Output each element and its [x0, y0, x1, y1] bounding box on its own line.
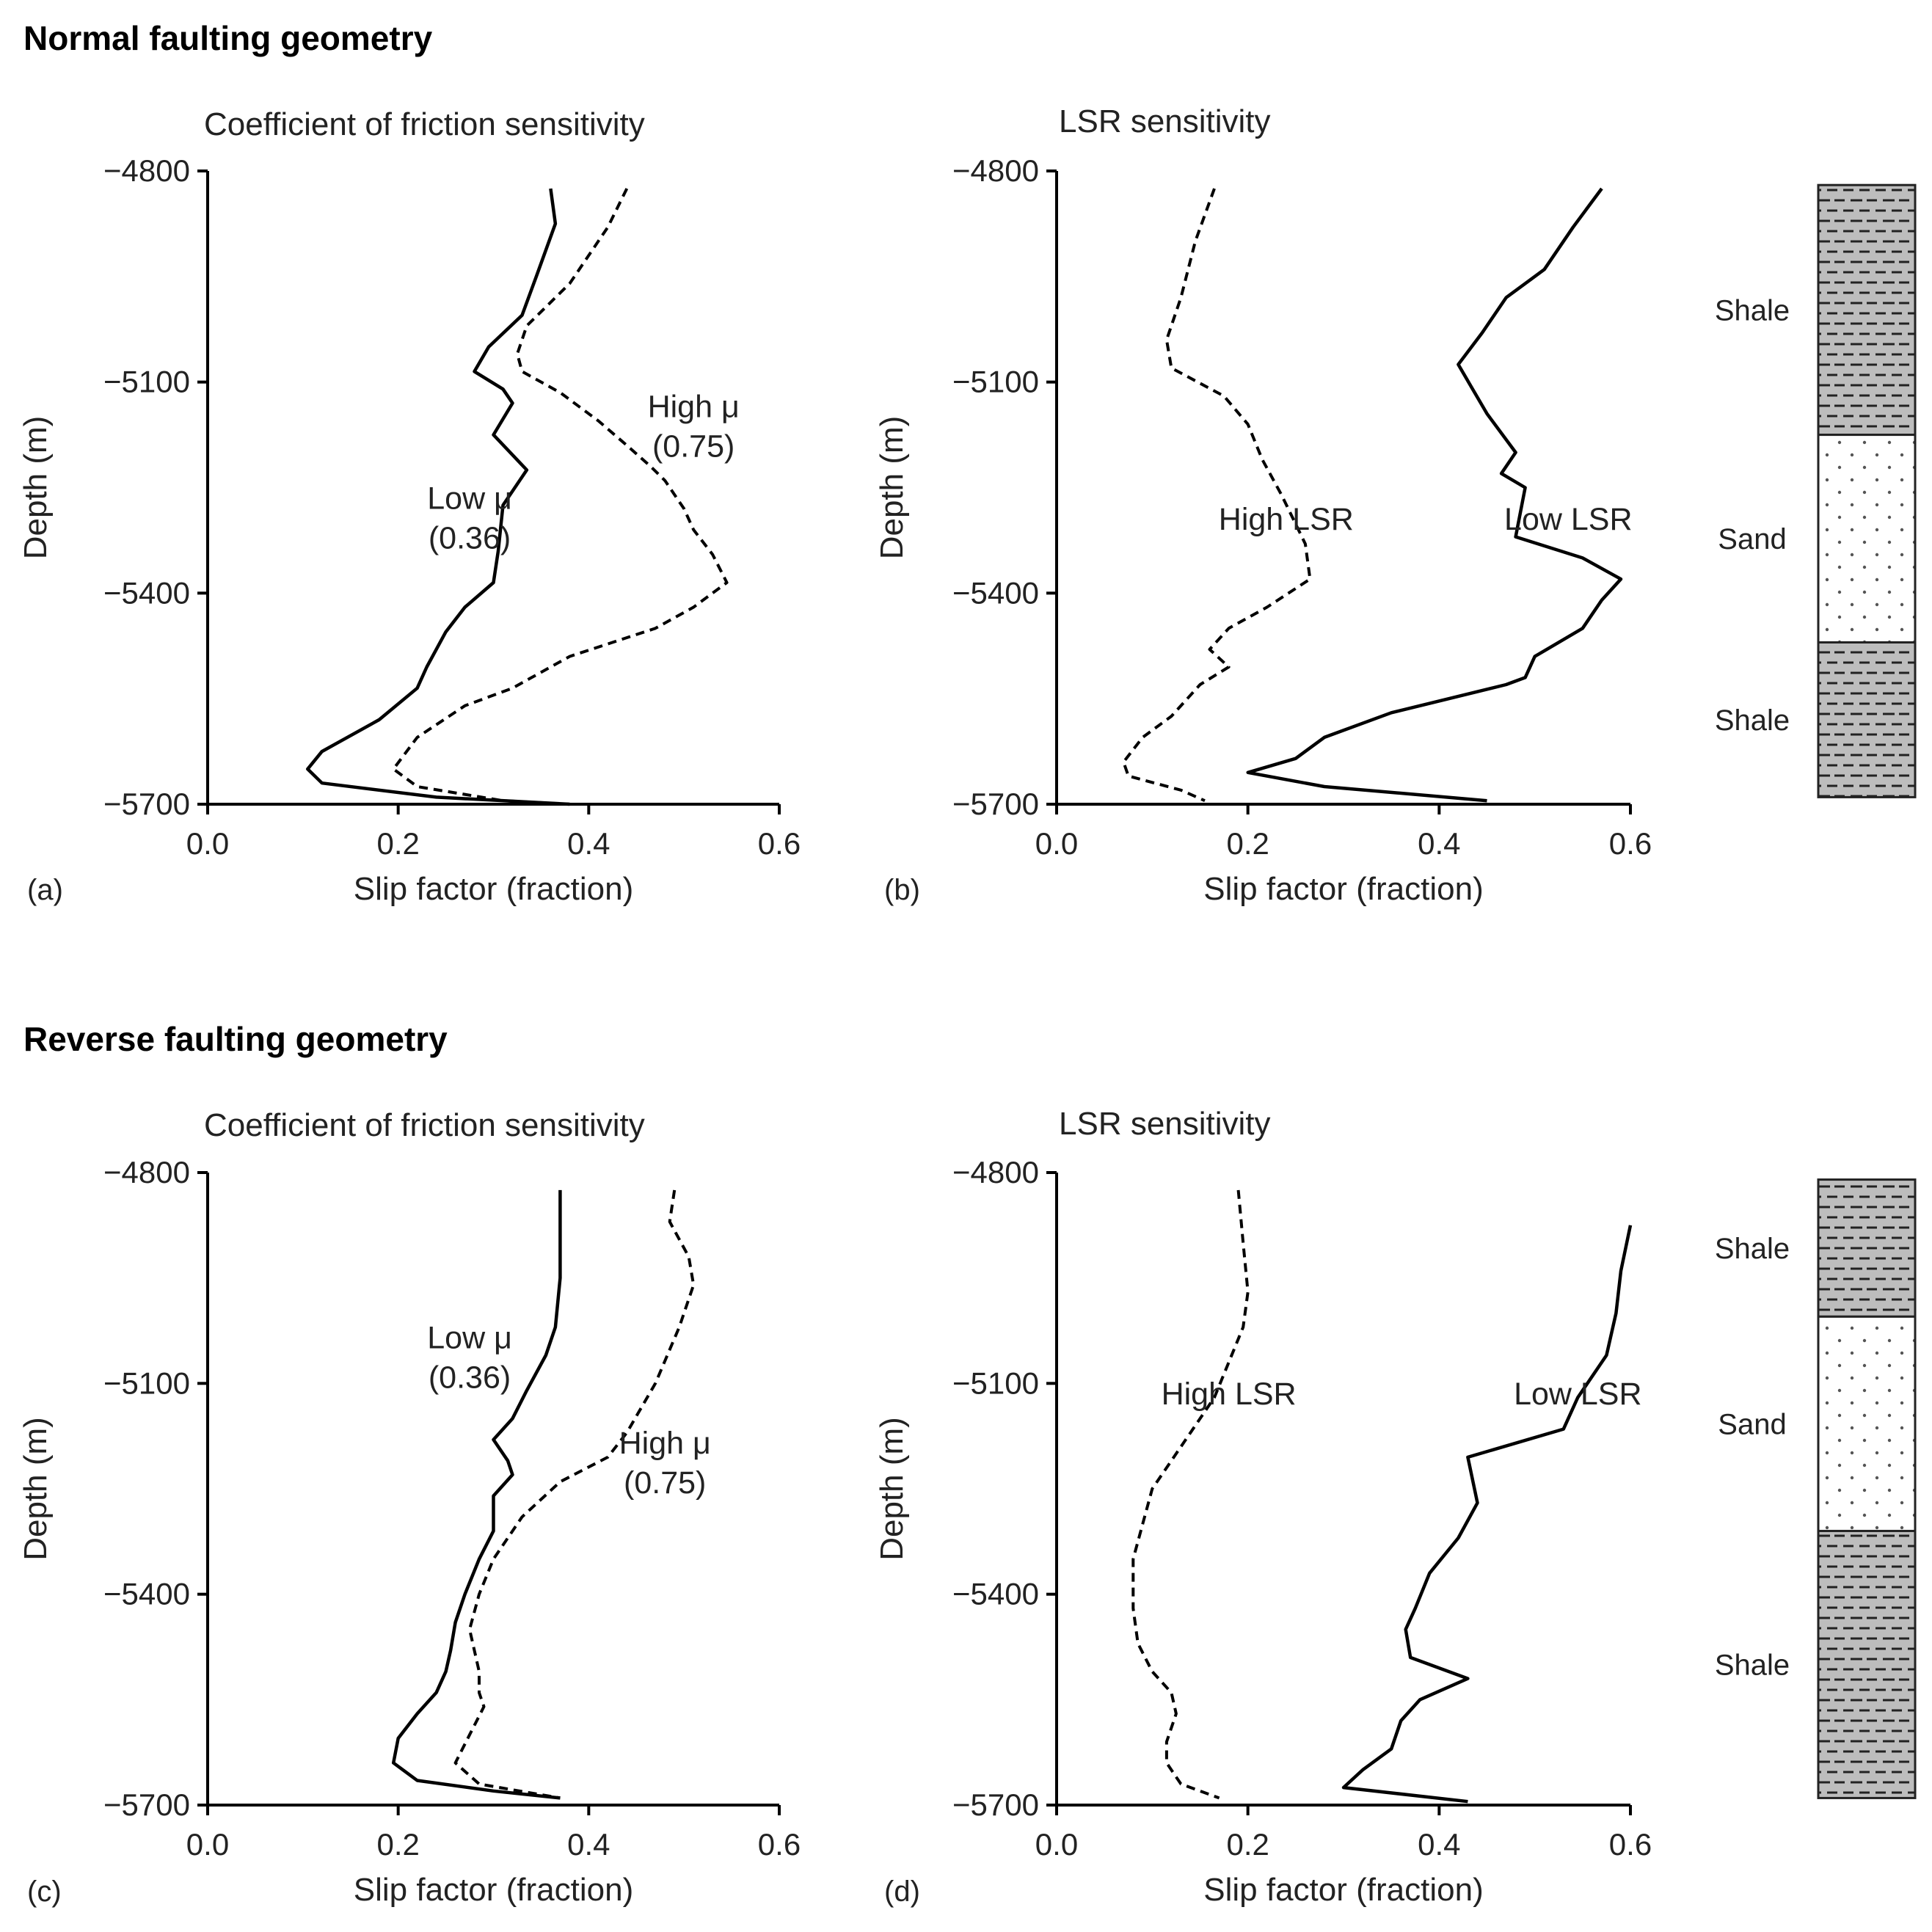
- panel-title: LSR sensitivity: [1059, 1106, 1271, 1142]
- x-tick-label: 0.6: [1609, 826, 1652, 861]
- x-tick-label: 0.4: [1418, 826, 1460, 861]
- x-tick-label: 0.0: [186, 826, 229, 861]
- x-tick-label: 0.4: [567, 1827, 610, 1862]
- x-tick-label: 0.0: [1035, 826, 1078, 861]
- y-axis-label: Depth (m): [874, 416, 910, 560]
- series-line-high-0-75: [392, 188, 729, 806]
- x-tick-label: 0.2: [1226, 1827, 1269, 1862]
- panel-letter: (a): [27, 874, 63, 906]
- sand-unit: [1817, 434, 1917, 644]
- annotation-label: Low LSR: [1514, 1377, 1641, 1412]
- shale-label: Shale: [1715, 1233, 1790, 1265]
- shale-label: Shale: [1715, 1649, 1790, 1681]
- x-tick-label: 0.6: [758, 1827, 801, 1862]
- annotation-label: High LSR: [1162, 1377, 1297, 1412]
- series-line-low-lsr: [1246, 187, 1623, 803]
- panel-title: Coefficient of friction sensitivity: [204, 1107, 645, 1143]
- panel-c: Coefficient of friction sensitivity −4800…: [18, 1107, 801, 1908]
- y-axis-label: Depth (m): [18, 416, 54, 560]
- y-tick-label: −5700: [103, 1787, 190, 1822]
- annotation-label: (0.36): [429, 520, 511, 555]
- shale-unit: [1817, 183, 1917, 437]
- sand-label: Sand: [1718, 523, 1786, 555]
- x-tick-label: 0.0: [186, 1827, 229, 1862]
- y-tick-label: −5400: [103, 575, 190, 610]
- annotation-label: High LSR: [1219, 502, 1354, 537]
- x-tick-label: 0.0: [1035, 1827, 1078, 1862]
- section-title-normal: Normal faulting geometry: [23, 19, 433, 57]
- annotation-label: High μ: [648, 390, 740, 425]
- annotation-label: (0.36): [429, 1360, 511, 1395]
- annotation-label: (0.75): [652, 429, 734, 464]
- shale-label: Shale: [1715, 704, 1790, 737]
- y-tick-label: −4800: [103, 1155, 190, 1189]
- shale-unit: [1817, 1178, 1917, 1318]
- x-tick-label: 0.2: [376, 826, 419, 861]
- y-tick-label: −4800: [103, 153, 190, 188]
- y-tick-label: −5100: [952, 365, 1039, 399]
- x-tick-label: 0.6: [1609, 1827, 1652, 1862]
- panel-a: Coefficient of friction sensitivity −4800…: [18, 106, 801, 907]
- y-tick-label: −5400: [103, 1577, 190, 1611]
- x-tick-label: 0.2: [376, 1827, 419, 1862]
- x-tick-label: 0.6: [758, 826, 801, 861]
- panel-d: LSR sensitivity −4800 −5100 −5400 −5700 0.0 0.…: [874, 1106, 1652, 1908]
- series-line-low-0-36: [306, 188, 570, 806]
- y-axis-label: Depth (m): [18, 1417, 54, 1561]
- x-axis-label: Slip factor (fraction): [1203, 1872, 1483, 1908]
- series-line-low-lsr: [1341, 1225, 1633, 1804]
- annotation-label: High μ: [619, 1426, 711, 1461]
- annotation-label: Low μ: [427, 1320, 512, 1355]
- series-line-high-lsr: [1131, 1189, 1250, 1800]
- x-tick-label: 0.4: [567, 826, 610, 861]
- y-tick-label: −4800: [952, 153, 1039, 188]
- annotation-label: Low μ: [427, 481, 512, 516]
- y-tick-label: −5100: [103, 365, 190, 399]
- y-tick-label: −5100: [952, 1366, 1039, 1400]
- y-tick-label: −5700: [952, 787, 1039, 821]
- x-axis-label: Slip factor (fraction): [354, 1872, 633, 1908]
- panel-letter: (b): [884, 874, 920, 906]
- y-tick-label: −5400: [952, 575, 1039, 610]
- y-tick-label: −5400: [952, 1577, 1039, 1611]
- panel-title: Coefficient of friction sensitivity: [204, 106, 645, 142]
- panel-b: LSR sensitivity −4800 −5100 −5400 −5700 0.0 0.…: [874, 103, 1652, 907]
- series-line-high-0-75: [453, 1189, 696, 1800]
- y-tick-label: −5100: [103, 1366, 190, 1400]
- x-tick-label: 0.4: [1418, 1827, 1460, 1862]
- panel-letter: (c): [27, 1876, 62, 1908]
- sand-unit: [1817, 1315, 1917, 1532]
- series-line-low-0-36: [391, 1189, 562, 1800]
- panel-letter: (d): [884, 1876, 920, 1908]
- y-tick-label: −5700: [952, 1787, 1039, 1822]
- lithology-column-top: Shale Sand Shale: [1715, 183, 1917, 798]
- sand-label: Sand: [1718, 1408, 1786, 1440]
- panel-title: LSR sensitivity: [1059, 103, 1271, 139]
- annotation-label: (0.75): [624, 1465, 706, 1501]
- series-line-high-lsr: [1122, 188, 1312, 803]
- x-axis-label: Slip factor (fraction): [354, 871, 633, 907]
- y-tick-label: −4800: [952, 1155, 1039, 1189]
- x-axis-label: Slip factor (fraction): [1203, 871, 1483, 907]
- annotation-label: Low LSR: [1504, 502, 1632, 537]
- lithology-column-bottom: Shale Sand Shale: [1715, 1178, 1917, 1799]
- section-title-reverse: Reverse faulting geometry: [23, 1020, 448, 1058]
- y-axis-label: Depth (m): [874, 1417, 910, 1561]
- shale-label: Shale: [1715, 294, 1790, 327]
- y-tick-label: −5700: [103, 787, 190, 821]
- shale-unit: [1817, 1529, 1917, 1799]
- x-tick-label: 0.2: [1226, 826, 1269, 861]
- shale-unit: [1817, 641, 1917, 798]
